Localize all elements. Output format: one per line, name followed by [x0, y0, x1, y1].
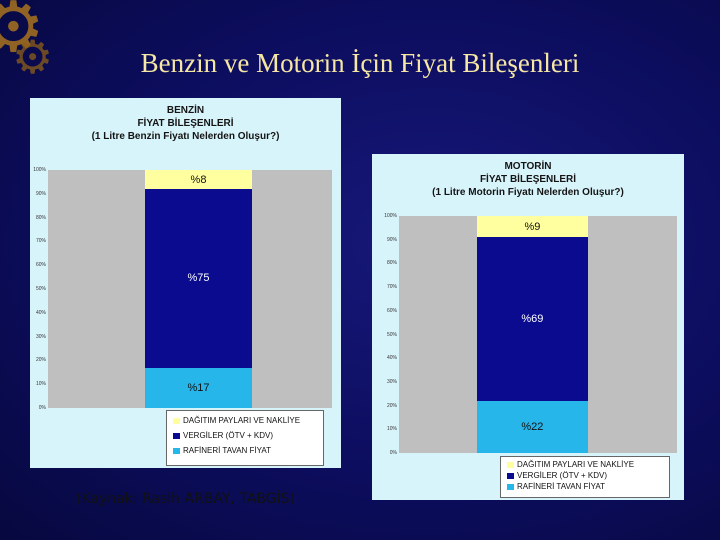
- y-tick-label: 80%: [35, 214, 46, 221]
- y-tick-label: 40%: [386, 355, 397, 362]
- plot-area: %17 %75 %8: [48, 170, 332, 408]
- legend-swatch: [507, 472, 514, 479]
- y-tick-label: 70%: [35, 238, 46, 245]
- gear-icon: ⚙: [12, 30, 54, 84]
- bar-segment: %75: [144, 189, 253, 368]
- legend-label: DAĞITIM PAYLARI VE NAKLİYE: [517, 460, 635, 469]
- chart-title: BENZİN FİYAT BİLEŞENLERİ (1 Litre Benzin…: [30, 104, 341, 143]
- y-tick-label: 0%: [389, 450, 397, 456]
- legend-label: DAĞITIM PAYLARI VE NAKLİYE: [183, 416, 301, 425]
- y-tick-label: 100%: [33, 167, 46, 173]
- data-label: %69: [521, 313, 544, 326]
- bar-segment: %69: [476, 237, 589, 401]
- y-tick-label: 0%: [38, 405, 46, 411]
- y-tick-label: 90%: [35, 190, 46, 197]
- bar-segment: %17: [144, 367, 253, 408]
- y-tick-label: 20%: [386, 402, 397, 409]
- y-tick-label: 10%: [35, 381, 46, 388]
- chart-legend: DAĞITIM PAYLARI VE NAKLİYE VERGİLER (ÖTV …: [500, 456, 670, 498]
- source-note: (Kaynak: Rasih ARBAY, TABGİS): [76, 491, 296, 507]
- chart-title: MOTORİN FİYAT BİLEŞENLERİ (1 Litre Motor…: [372, 160, 684, 199]
- y-tick-label: 50%: [35, 286, 46, 292]
- y-tick-label: 20%: [35, 357, 46, 364]
- chart-title-line: BENZİN: [166, 105, 205, 116]
- legend-label: VERGİLER (ÖTV + KDV): [517, 471, 608, 480]
- legend-swatch: [173, 447, 180, 454]
- y-tick-label: 60%: [386, 307, 397, 314]
- legend-swatch: [507, 461, 514, 468]
- y-tick-label: 50%: [386, 331, 397, 338]
- y-tick-label: 70%: [386, 284, 397, 291]
- y-tick-label: 10%: [386, 426, 397, 433]
- data-label: %17: [187, 381, 210, 394]
- bar-segment: %9: [476, 216, 589, 238]
- chart-title-line: MOTORİN: [504, 161, 552, 172]
- legend-swatch: [173, 417, 180, 424]
- chart-title-line: (1 Litre Motorin Fiyatı Nelerden Oluşur?…: [432, 187, 624, 198]
- legend-item: RAFİNERİ TAVAN FİYAT: [507, 482, 605, 491]
- y-tick-label: 30%: [35, 333, 46, 340]
- legend-item: VERGİLER (ÖTV + KDV): [507, 471, 607, 480]
- benzin-chart: BENZİN FİYAT BİLEŞENLERİ (1 Litre Benzin…: [30, 98, 341, 468]
- chart-title-line: FİYAT BİLEŞENLERİ: [479, 174, 577, 185]
- y-tick-label: 90%: [386, 236, 397, 243]
- legend-label: RAFİNERİ TAVAN FİYAT: [183, 446, 272, 455]
- chart-title-line: FİYAT BİLEŞENLERİ: [137, 118, 234, 129]
- data-label: %75: [187, 272, 210, 285]
- legend-label: RAFİNERİ TAVAN FİYAT: [517, 482, 606, 491]
- y-tick-label: 100%: [384, 213, 397, 219]
- data-label: %22: [521, 420, 544, 433]
- legend-item: DAĞITIM PAYLARI VE NAKLİYE: [507, 460, 634, 469]
- legend-item: RAFİNERİ TAVAN FİYAT: [173, 446, 271, 455]
- legend-swatch: [173, 432, 180, 439]
- plot-area: %22 %69 %9: [399, 216, 677, 453]
- legend-item: VERGİLER (ÖTV + KDV): [173, 431, 273, 440]
- y-tick-label: 30%: [386, 378, 397, 385]
- data-label: %9: [524, 220, 541, 233]
- bar-segment: %22: [476, 400, 589, 453]
- gear-icon: ⚙: [0, 0, 45, 68]
- legend-swatch: [507, 483, 514, 490]
- legend-label: VERGİLER (ÖTV + KDV): [183, 431, 274, 440]
- y-tick-label: 60%: [35, 262, 46, 269]
- legend-item: DAĞITIM PAYLARI VE NAKLİYE: [173, 416, 300, 425]
- data-label: %8: [190, 173, 207, 186]
- y-axis-ticks: 0% 10% 20% 30% 40% 50% 60% 70% 80% 90% 100%: [30, 167, 46, 411]
- y-tick-label: 40%: [35, 309, 46, 316]
- slide-title: Benzin ve Motorin İçin Fiyat Bileşenleri: [140, 48, 580, 78]
- chart-legend: DAĞITIM PAYLARI VE NAKLİYE VERGİLER (ÖTV …: [166, 410, 324, 466]
- motorin-chart: MOTORİN FİYAT BİLEŞENLERİ (1 Litre Motor…: [372, 154, 684, 500]
- bar-segment: %8: [144, 170, 253, 190]
- y-axis-ticks: 0% 10% 20% 30% 40% 50% 60% 70% 80% 90% 100%: [372, 213, 397, 456]
- chart-title-line: (1 Litre Benzin Fiyatı Nelerden Oluşur?): [91, 131, 280, 142]
- y-tick-label: 80%: [386, 260, 397, 267]
